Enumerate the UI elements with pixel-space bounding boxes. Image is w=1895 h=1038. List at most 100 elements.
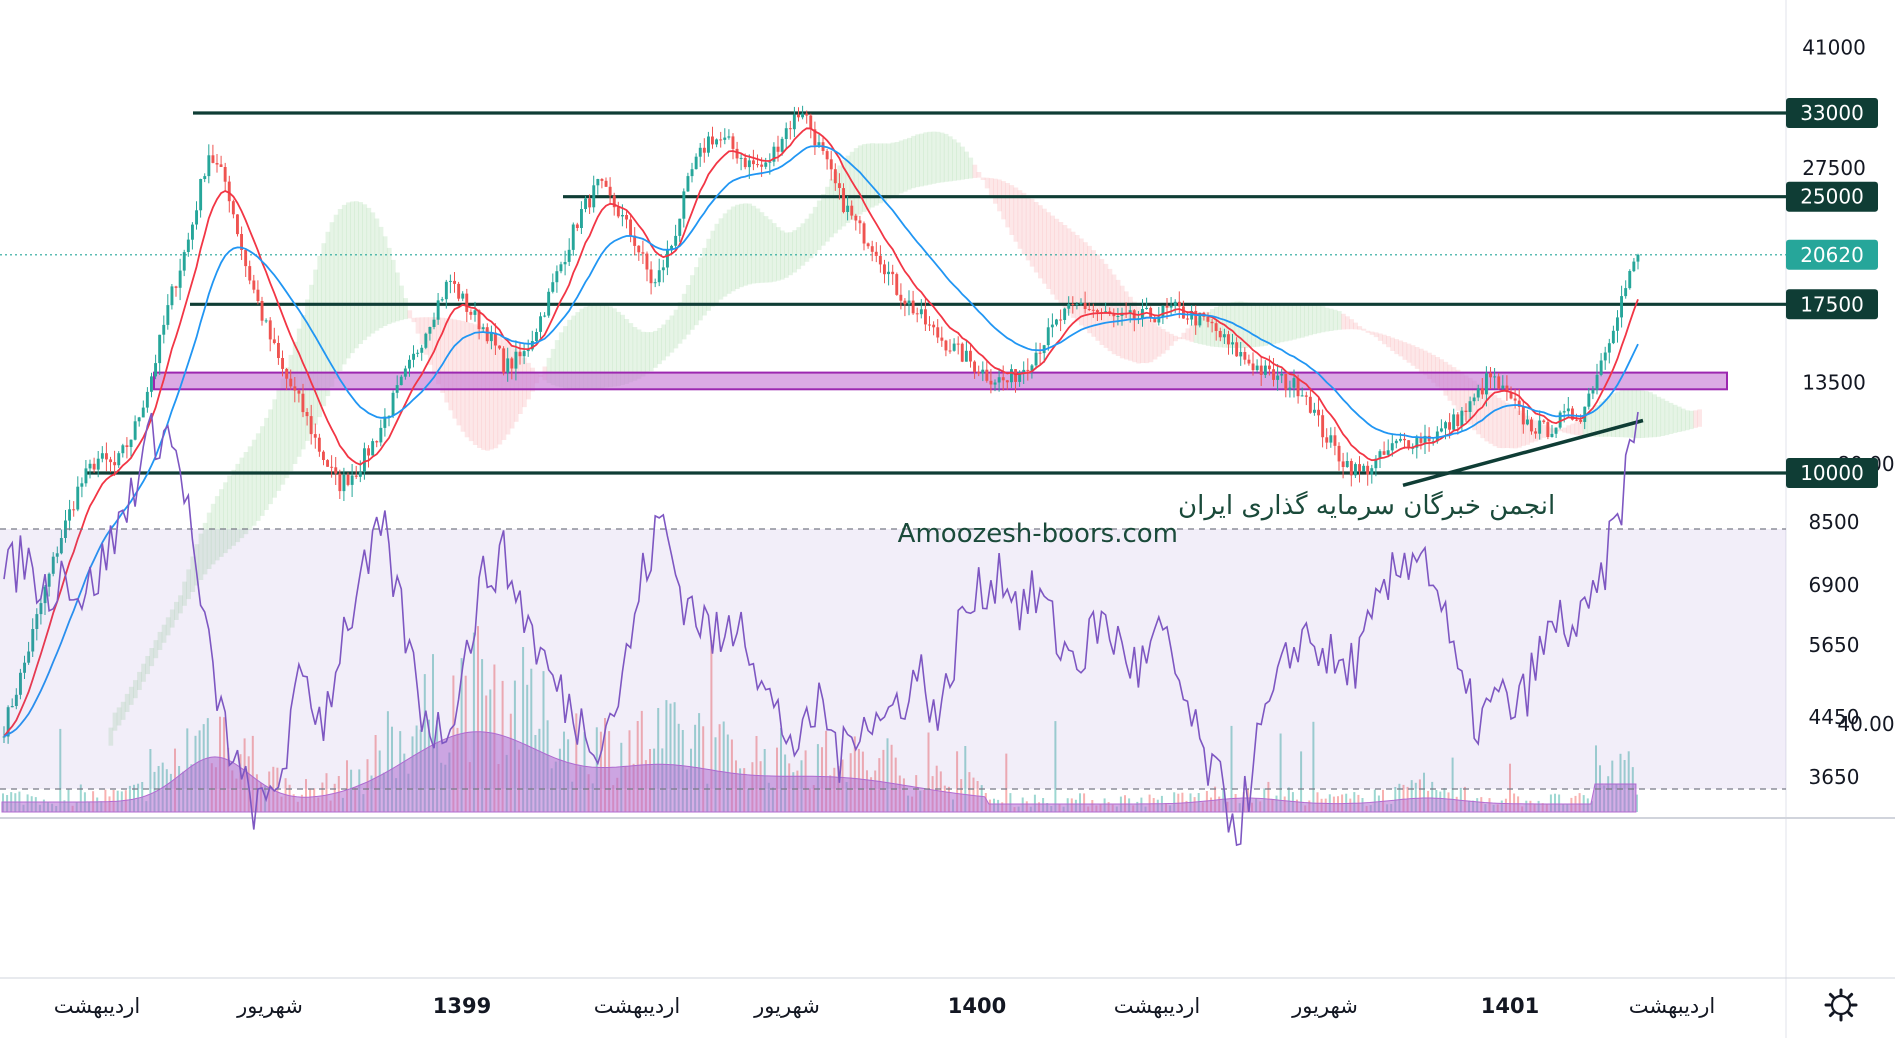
- cloud-segment: [870, 143, 875, 208]
- candle-body: [707, 136, 710, 153]
- cloud-segment: [776, 227, 781, 281]
- candle-body: [416, 352, 420, 354]
- cloud-segment: [1320, 306, 1326, 333]
- candle-body: [608, 186, 612, 196]
- cloud-segment: [174, 601, 179, 620]
- candle-body: [367, 448, 370, 456]
- candle-body: [1591, 389, 1595, 394]
- candle-body: [1046, 327, 1050, 346]
- volume-bar: [305, 779, 307, 812]
- cloud-segment: [849, 151, 855, 221]
- cloud-segment: [730, 206, 736, 292]
- volume-bar: [542, 671, 545, 812]
- cloud-segment: [1230, 302, 1236, 348]
- candle-body: [555, 271, 559, 283]
- cloud-segment: [1013, 187, 1019, 242]
- candle-body: [854, 215, 858, 221]
- candle-body: [1354, 464, 1357, 476]
- candle-body: [1394, 440, 1398, 444]
- candle-body: [1280, 374, 1284, 376]
- cloud-segment: [964, 151, 969, 179]
- volume-bar: [1414, 782, 1417, 812]
- cloud-segment: [325, 231, 331, 397]
- volume-bar: [1267, 781, 1270, 812]
- price-tick-label: 13500: [1802, 371, 1866, 395]
- candle-body: [567, 249, 571, 262]
- candle-body: [1407, 440, 1411, 448]
- candle-body: [371, 441, 375, 456]
- cloud-segment: [714, 223, 720, 303]
- candle-body: [453, 280, 456, 284]
- candle-body: [1583, 406, 1587, 422]
- candle-body: [1018, 372, 1022, 382]
- candle-body: [772, 146, 776, 162]
- volume-bar: [1410, 780, 1413, 812]
- candle-body: [1243, 352, 1247, 360]
- candle-body: [580, 209, 583, 228]
- candle-body: [625, 215, 628, 220]
- candle-body: [1050, 324, 1054, 328]
- candle-body: [1554, 427, 1558, 434]
- candle-body: [43, 586, 47, 604]
- cloud-segment: [313, 269, 318, 425]
- candle-body: [1325, 437, 1329, 443]
- candle-body: [424, 333, 428, 348]
- candle-body: [195, 210, 198, 225]
- price-tick-label: 4450: [1809, 705, 1860, 729]
- cloud-segment: [1640, 390, 1645, 438]
- cloud-segment: [251, 439, 257, 526]
- candle-body: [1026, 369, 1030, 371]
- candle-body: [588, 198, 592, 208]
- candle-body: [563, 262, 567, 265]
- candle-body: [702, 147, 706, 153]
- cloud-segment: [149, 648, 155, 667]
- candle-body: [502, 348, 506, 373]
- cloud-segment: [1394, 339, 1399, 355]
- cloud-segment: [1185, 328, 1191, 341]
- candle-body: [1456, 414, 1460, 426]
- candle-body: [477, 310, 481, 330]
- volume-bar: [133, 784, 135, 812]
- candle-body: [1198, 312, 1202, 326]
- candle-body: [35, 614, 39, 629]
- candle-body: [1542, 420, 1546, 423]
- candle-body: [1329, 435, 1333, 443]
- cloud-segment: [1500, 400, 1506, 449]
- candle-body: [1083, 303, 1087, 309]
- volume-bar: [575, 713, 578, 812]
- candle-body: [612, 195, 616, 208]
- candle-body: [207, 155, 211, 177]
- candle-body: [1620, 296, 1623, 318]
- cloud-segment: [1513, 407, 1518, 449]
- cloud-segment: [1603, 398, 1608, 437]
- candle-body: [256, 289, 260, 301]
- candle-body: [109, 459, 112, 463]
- cloud-segment: [1197, 318, 1203, 345]
- cloud-segment: [780, 230, 785, 280]
- candle-body: [215, 163, 219, 165]
- candle-body: [1091, 309, 1095, 311]
- cloud-segment: [1349, 319, 1354, 330]
- cloud-segment: [923, 132, 929, 186]
- candle-body: [1157, 316, 1161, 323]
- volume-bar: [968, 772, 971, 812]
- candle-body: [1550, 433, 1554, 437]
- cloud-segment: [579, 308, 585, 390]
- volume-bar: [718, 724, 721, 812]
- candle-body: [358, 471, 362, 477]
- candle-body: [449, 280, 452, 282]
- cloud-segment: [280, 378, 286, 485]
- cloud-segment: [1680, 408, 1686, 432]
- last-price-tag: [1786, 239, 1878, 270]
- cloud-segment: [1619, 390, 1625, 438]
- cloud-segment: [571, 315, 576, 390]
- cloud-segment: [1074, 235, 1080, 322]
- candle-body: [1210, 321, 1214, 324]
- candle-body: [1472, 397, 1476, 402]
- cloud-segment: [178, 595, 183, 614]
- cloud-segment: [190, 556, 196, 592]
- cloud-segment: [165, 617, 171, 636]
- cloud-segment: [317, 255, 322, 418]
- gear-icon[interactable]: [1824, 988, 1858, 1022]
